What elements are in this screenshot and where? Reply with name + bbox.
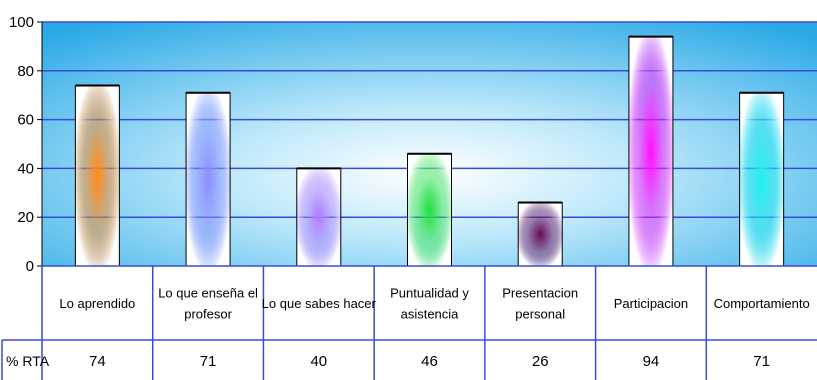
category-row-bg bbox=[42, 266, 817, 340]
value-label-2: 71 bbox=[200, 353, 217, 370]
y-tick-label: 60 bbox=[17, 112, 34, 129]
bars bbox=[74, 35, 785, 267]
value-label-3: 40 bbox=[310, 353, 327, 370]
value-label-5: 26 bbox=[532, 353, 549, 370]
y-axis: 0 20 40 60 80 100 bbox=[9, 14, 43, 275]
series-row-label: % RTA bbox=[6, 353, 50, 369]
category-label-4: Puntualidad y asistencia bbox=[390, 286, 469, 322]
bar-4 bbox=[407, 153, 452, 267]
bar-1 bbox=[74, 84, 120, 267]
y-tick-label: 80 bbox=[17, 63, 34, 80]
value-row-bg bbox=[2, 340, 817, 380]
y-tick-label: 0 bbox=[26, 258, 34, 275]
value-label-4: 46 bbox=[421, 353, 438, 370]
category-label-3: Lo que sabes hacer bbox=[262, 296, 377, 311]
y-tick-label: 100 bbox=[9, 14, 34, 31]
bar-3 bbox=[296, 167, 342, 267]
y-tick-label: 40 bbox=[17, 160, 34, 177]
y-tick-label: 20 bbox=[17, 209, 34, 226]
category-label-1: Lo aprendido bbox=[59, 296, 135, 311]
bar-6 bbox=[628, 36, 674, 267]
category-label-5: Presentacion personal bbox=[502, 286, 578, 322]
category-label-2: Lo que enseña el profesor bbox=[158, 286, 258, 322]
data-table: % RTA Lo aprendido 74 Lo que enseña el profe… bbox=[1, 265, 817, 380]
bar-5 bbox=[517, 202, 563, 267]
bar-2 bbox=[185, 92, 231, 267]
value-label-1: 74 bbox=[89, 353, 106, 370]
category-label-7: Comportamiento bbox=[714, 296, 810, 311]
value-label-7: 71 bbox=[753, 353, 770, 370]
value-label-6: 94 bbox=[643, 353, 660, 370]
category-label-6: Participacion bbox=[614, 296, 688, 311]
bar-7 bbox=[739, 92, 785, 267]
